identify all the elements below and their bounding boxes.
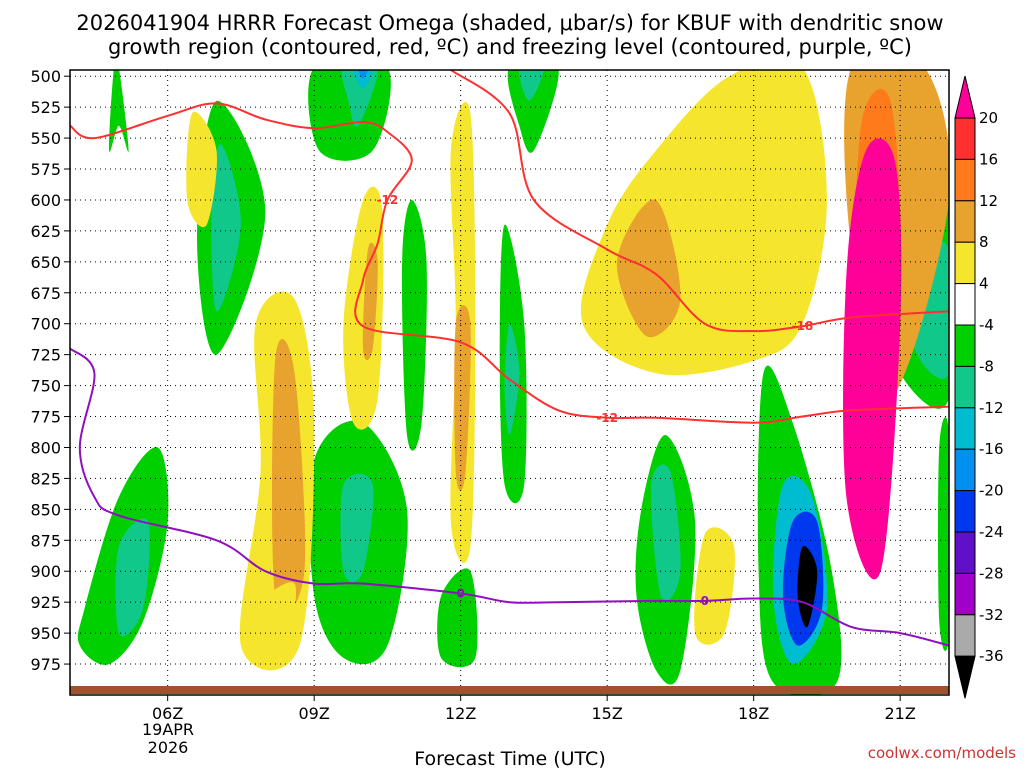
y-tick-label-7: 675 bbox=[30, 284, 61, 303]
colorbar-label-5: -4 bbox=[979, 316, 994, 334]
colorbar-segment-8 bbox=[954, 448, 976, 492]
colorbar-segment-7 bbox=[954, 407, 976, 450]
gridlines bbox=[70, 70, 949, 695]
x-tick-label-5: 21Z bbox=[885, 704, 916, 723]
date-label-year: 2026 bbox=[148, 738, 189, 757]
contour-line-0 bbox=[70, 102, 949, 424]
omega-cell-15 bbox=[340, 473, 374, 583]
y-tick-label-2: 550 bbox=[30, 129, 61, 148]
isotherm-contours: -12 -12 -18 0 0 bbox=[70, 70, 949, 647]
contour-label-4: 0 bbox=[701, 594, 709, 608]
colorbar-segment-4 bbox=[954, 283, 976, 326]
y-tick-label-0: 500 bbox=[30, 67, 61, 86]
plot-area: -12 -12 -18 0 0 bbox=[69, 69, 950, 696]
y-tick-label-5: 625 bbox=[30, 222, 61, 241]
colorbar-segment-6 bbox=[954, 365, 976, 409]
omega-cell-16 bbox=[437, 568, 478, 668]
colorbar: 20 16 12 8 4 -4 -8 -12 -16 -20 -24 -28 -32 -36 bbox=[954, 75, 1004, 699]
omega-cell-25 bbox=[938, 417, 949, 651]
omega-cell-8 bbox=[518, 70, 544, 101]
omega-cell-31 bbox=[186, 111, 217, 228]
y-tick-label-9: 725 bbox=[30, 346, 61, 365]
y-tick-label-16: 900 bbox=[30, 562, 61, 581]
y-tick-label-10: 750 bbox=[30, 377, 61, 396]
y-tick-label-6: 650 bbox=[30, 253, 61, 272]
omega-cell-5 bbox=[353, 70, 373, 89]
colorbar-label-7: -12 bbox=[979, 399, 1004, 417]
colorbar-label-8: -16 bbox=[979, 440, 1004, 458]
x-axis-label: Forecast Time (UTC) bbox=[414, 748, 605, 768]
colorbar-segment-1 bbox=[954, 158, 976, 202]
x-axis: 06Z 09Z 12Z 15Z 18Z 21Z bbox=[152, 695, 916, 723]
omega-cell-11 bbox=[504, 323, 520, 436]
omega-cell-2 bbox=[211, 143, 241, 312]
omega-cell-33 bbox=[271, 339, 306, 614]
colorbar-segment-0 bbox=[954, 117, 976, 160]
colorbar-label-0: 20 bbox=[979, 109, 998, 127]
contour-line-1 bbox=[450, 70, 949, 333]
y-tick-label-4: 600 bbox=[30, 191, 61, 210]
colorbar-top-arrow bbox=[954, 75, 976, 119]
omega-cell-39 bbox=[253, 582, 297, 659]
colorbar-label-9: -20 bbox=[979, 482, 1004, 500]
colorbar-label-1: 16 bbox=[979, 150, 998, 168]
colorbar-label-2: 12 bbox=[979, 192, 998, 210]
colorbar-segment-5 bbox=[954, 324, 976, 367]
colorbar-label-10: -24 bbox=[979, 523, 1004, 541]
colorbar-segment-12 bbox=[954, 614, 976, 657]
omega-cell-7 bbox=[507, 70, 559, 153]
omega-shading bbox=[77, 70, 949, 695]
plot-frame bbox=[69, 69, 950, 696]
y-tick-label-15: 875 bbox=[30, 531, 61, 550]
date-label-day: 19APR bbox=[142, 720, 194, 739]
y-tick-label-17: 925 bbox=[30, 593, 61, 612]
colorbar-label-11: -28 bbox=[979, 564, 1004, 582]
terrain-ground-bar bbox=[70, 686, 949, 694]
chart-title-line2: growth region (contoured, red, ºC) and f… bbox=[108, 35, 912, 59]
omega-cell-37 bbox=[454, 305, 471, 491]
y-tick-label-8: 700 bbox=[30, 315, 61, 334]
colorbar-segment-11 bbox=[954, 572, 976, 616]
y-tick-label-18: 950 bbox=[30, 624, 61, 643]
colorbar-segment-3 bbox=[954, 241, 976, 285]
colorbar-label-13: -36 bbox=[979, 647, 1004, 665]
contour-label-2: -18 bbox=[792, 319, 814, 333]
omega-cell-28 bbox=[843, 138, 902, 580]
contour-label-3: 0 bbox=[456, 587, 464, 601]
y-tick-label-12: 800 bbox=[30, 438, 61, 457]
x-tick-label-0: 06Z bbox=[152, 704, 183, 723]
colorbar-segment-10 bbox=[954, 531, 976, 574]
y-tick-label-11: 775 bbox=[30, 408, 61, 427]
colorbar-label-4: 4 bbox=[979, 275, 989, 293]
x-tick-label-1: 09Z bbox=[299, 704, 330, 723]
omega-cell-18 bbox=[650, 464, 681, 602]
colorbar-label-3: 8 bbox=[979, 233, 989, 251]
y-tick-label-14: 850 bbox=[30, 500, 61, 519]
y-tick-label-13: 825 bbox=[30, 469, 61, 488]
omega-cell-13 bbox=[115, 518, 150, 637]
x-tick-label-2: 12Z bbox=[445, 704, 476, 723]
y-axis: 500 525 550 575 600 625 650 675 700 725 750 775 800 8… bbox=[30, 67, 70, 674]
x-tick-label-3: 15Z bbox=[592, 704, 623, 723]
omega-cell-0 bbox=[108, 70, 129, 153]
y-tick-label-1: 525 bbox=[30, 98, 61, 117]
colorbar-bottom-arrow bbox=[954, 655, 976, 699]
y-tick-label-3: 575 bbox=[30, 160, 61, 179]
colorbar-label-6: -8 bbox=[979, 357, 994, 375]
y-tick-label-19: 975 bbox=[30, 655, 61, 674]
omega-cell-9 bbox=[401, 200, 427, 451]
omega-cell-38 bbox=[694, 527, 735, 645]
contour-label-1: -12 bbox=[596, 411, 618, 425]
contour-label-0: -12 bbox=[377, 193, 399, 207]
omega-cell-6 bbox=[358, 70, 368, 79]
colorbar-label-12: -32 bbox=[979, 606, 1004, 624]
contour-line-2 bbox=[70, 347, 949, 647]
chart-title-line1: 2026041904 HRRR Forecast Omega (shaded, … bbox=[76, 11, 943, 35]
colorbar-segment-9 bbox=[954, 490, 976, 533]
omega-cell-4 bbox=[341, 70, 378, 127]
watermark-text: coolwx.com/models bbox=[868, 744, 1016, 762]
x-tick-label-4: 18Z bbox=[738, 704, 769, 723]
colorbar-segment-2 bbox=[954, 200, 976, 243]
